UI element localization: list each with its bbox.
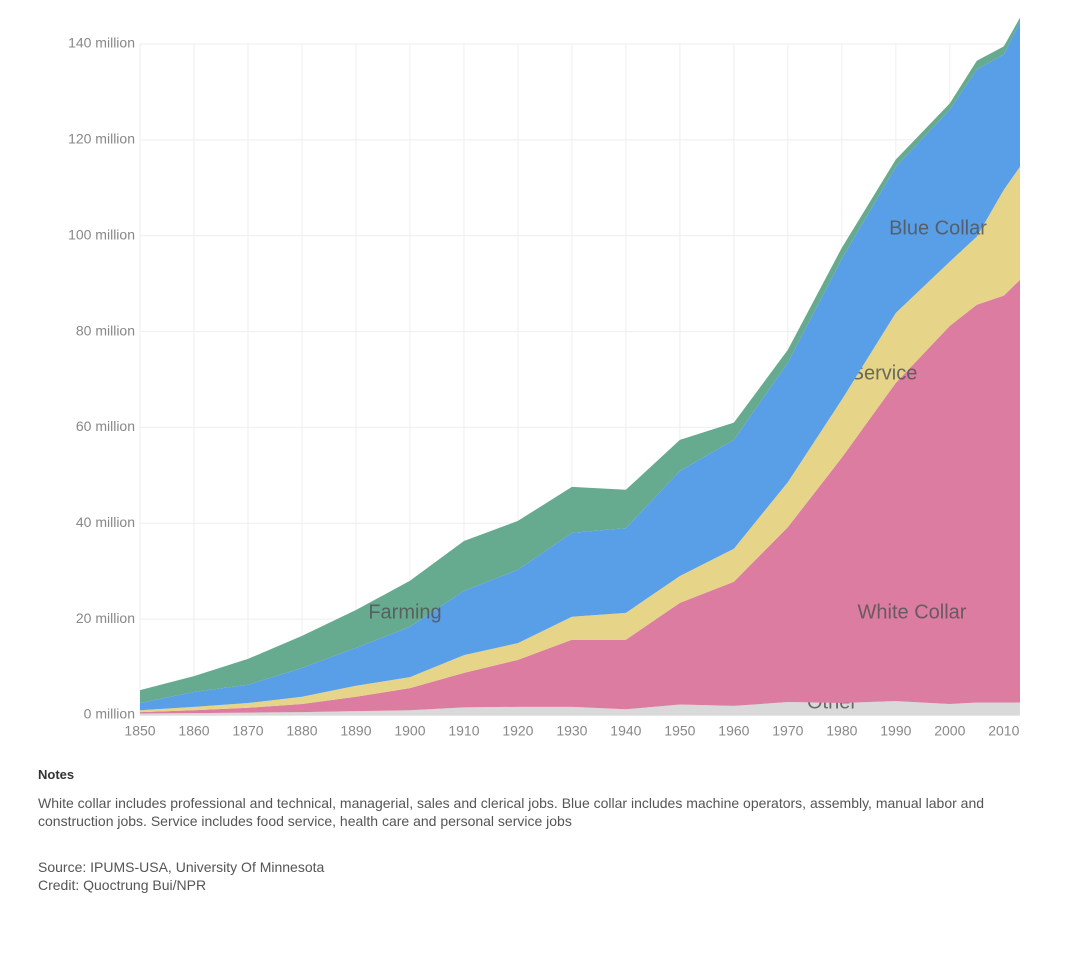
x-tick-label: 1940 (610, 723, 641, 739)
x-tick-label: 1880 (286, 723, 317, 739)
x-tick-label: 1860 (178, 723, 209, 739)
area-label: Blue Collar (889, 217, 987, 239)
x-tick-label: 1980 (826, 723, 857, 739)
y-tick-label: 100 million (68, 226, 135, 242)
x-tick-label: 2000 (934, 723, 965, 739)
x-tick-label: 1900 (394, 723, 425, 739)
area (140, 701, 1020, 715)
source: Source: IPUMS-USA, University Of Minneso… (38, 859, 325, 875)
x-tick-label: 1950 (664, 723, 695, 739)
y-tick-label: 0 million (84, 706, 135, 722)
y-tick-label: 60 million (76, 418, 135, 434)
x-tick-label: 1850 (124, 723, 155, 739)
x-tick-label: 1960 (718, 723, 749, 739)
x-tick-label: 1920 (502, 723, 533, 739)
x-tick-label: 1910 (448, 723, 479, 739)
area (140, 166, 1020, 713)
area (140, 279, 1020, 714)
y-tick-label: 20 million (76, 610, 135, 626)
chart: 0 million 20 million 40 million 60 million 8… (68, 17, 1020, 739)
x-tick-label: 1870 (232, 723, 263, 739)
x-tick-label: 1930 (556, 723, 587, 739)
notes-heading: Notes (38, 767, 75, 782)
area-label: White Collar (858, 601, 967, 623)
y-tick-label: 140 million (68, 35, 135, 51)
x-tick-label: 1990 (880, 723, 911, 739)
y-tick-label: 80 million (76, 322, 135, 338)
area (140, 21, 1020, 711)
credit: Credit: Quoctrung Bui/NPR (38, 877, 207, 893)
x-tick-label: 1970 (772, 723, 803, 739)
y-tick-label: 120 million (68, 131, 135, 147)
area-label: Farming (368, 601, 441, 623)
x-tick-label: 1890 (340, 723, 371, 739)
x-tick-label: 2010 (988, 723, 1019, 739)
notes-body: White collar includes professional and t… (38, 795, 985, 829)
notes: Notes White collar includes professional… (38, 766, 1058, 894)
area-label: Service (851, 362, 918, 384)
y-tick-label: 40 million (76, 514, 135, 530)
